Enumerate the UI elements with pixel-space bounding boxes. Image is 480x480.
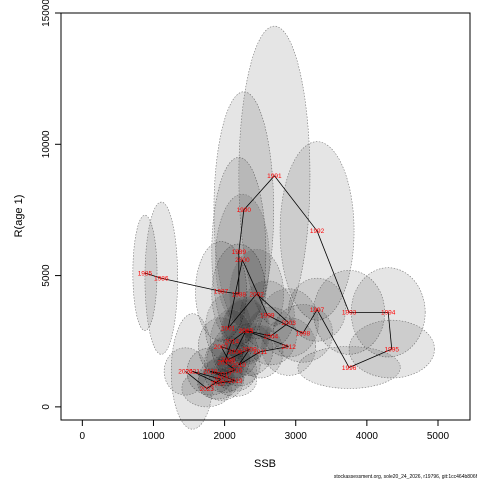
trajectory-segment-2008-2009: [227, 348, 250, 360]
footnote: stockassessment.org, sole20_24_2026, r19…: [334, 474, 478, 480]
year-label-2017: 2017: [217, 371, 232, 378]
year-label-2003: 2003: [281, 320, 296, 327]
year-label-2009: 2009: [242, 346, 257, 353]
trajectory-segment-1987-1988: [220, 290, 239, 295]
year-label-1994: 1994: [381, 310, 396, 317]
trajectory-segment-2018-2019: [210, 371, 236, 381]
year-label-1988: 1988: [232, 291, 247, 298]
year-label-1999: 1999: [260, 312, 275, 319]
trajectory-segment-2007-2008: [220, 346, 229, 360]
trajectory-segment-2014-2015: [224, 341, 233, 363]
trajectory-segment-1997-1998: [302, 309, 318, 334]
trajectory-segment-1990-1991: [243, 175, 275, 211]
trajectory-segment-1991-1992: [274, 175, 318, 232]
trajectory-segment-1985-1986: [144, 272, 162, 279]
x-tick-label-3000: 3000: [285, 431, 308, 442]
trajectory-segment-1995-1996: [348, 348, 392, 368]
trajectory-segment-2015-2016: [224, 361, 236, 371]
trajectory-segment-2023-2024: [185, 371, 208, 389]
trajectory-segment-2022-2023: [206, 378, 222, 389]
trajectory-segment-2003-2004: [270, 322, 289, 337]
x-tick-label-0: 0: [80, 431, 86, 442]
year-label-2014: 2014: [224, 339, 239, 346]
trajectory-segment-1986-1987: [161, 277, 222, 292]
year-label-1992: 1992: [310, 228, 325, 235]
trajectory-segment-2017-2018: [210, 371, 225, 375]
trajectory-line-group: [144, 175, 393, 389]
year-label-2000: 2000: [235, 257, 250, 264]
year-label-2008: 2008: [221, 357, 236, 364]
year-label-2001: 2001: [221, 325, 236, 332]
y-tick-label-15000: 15000: [41, 0, 52, 27]
y-tick-label-10000: 10000: [41, 130, 52, 158]
year-label-2007: 2007: [214, 344, 229, 351]
trajectory-segment-1996-1997: [316, 309, 350, 368]
year-label-2006: 2006: [228, 349, 243, 356]
year-label-2005: 2005: [239, 328, 254, 335]
year-label-2020: 2020: [210, 381, 225, 388]
year-label-1996: 1996: [342, 365, 357, 372]
trajectory-segment-2005-2006: [234, 330, 247, 352]
year-label-1998: 1998: [296, 331, 311, 338]
x-axis-title: SSB: [254, 458, 276, 470]
trajectory-segment-1999-2000: [242, 259, 268, 316]
year-label-2015: 2015: [217, 360, 232, 367]
trajectory-segment-2004-2005: [245, 330, 271, 337]
year-label-2023: 2023: [200, 386, 215, 393]
trajectory-segment-2013-2014: [231, 330, 247, 342]
year-label-1986: 1986: [154, 276, 169, 283]
trajectory-segment-2009-2010: [238, 348, 250, 366]
year-label-2018: 2018: [203, 369, 218, 376]
x-tick-label-1000: 1000: [142, 431, 165, 442]
trajectory-segment-2012-2013: [245, 330, 289, 347]
x-tick-label-5000: 5000: [427, 431, 450, 442]
trajectory-segment-1994-1995: [387, 312, 393, 350]
year-label-1995: 1995: [385, 346, 400, 353]
trajectory-segment-1989-1990: [238, 209, 245, 252]
trajectory-segment-1998-1999: [267, 314, 304, 334]
trajectory-segment-2006-2007: [220, 346, 236, 353]
year-label-2013: 2013: [239, 328, 254, 335]
year-label-2021: 2021: [185, 369, 200, 376]
y-tick-label-0: 0: [41, 404, 52, 410]
year-label-1997: 1997: [310, 307, 325, 314]
trajectory-segment-2011-2012: [260, 346, 289, 353]
y-axis: 0 5000 10000 15000: [41, 0, 62, 410]
trajectory-segment-2001-2002: [227, 293, 257, 329]
trajectory-segment-2002-2003: [256, 293, 289, 324]
y-axis-title: R(age 1): [13, 195, 25, 238]
year-label-2016: 2016: [228, 367, 243, 374]
year-label-2004: 2004: [264, 333, 279, 340]
trajectory-segment-2010-2011: [238, 351, 261, 366]
year-label-2019: 2019: [228, 378, 243, 385]
year-label-1993: 1993: [342, 310, 357, 317]
x-tick-label-4000: 4000: [356, 431, 379, 442]
year-label-2011: 2011: [253, 349, 267, 356]
x-axis: 0 1000 2000 3000 4000 5000: [80, 419, 450, 442]
trajectory-segment-2019-2020: [217, 380, 236, 384]
year-label-1987: 1987: [214, 289, 229, 296]
y-tick-label-5000: 5000: [41, 264, 52, 287]
year-label-1989: 1989: [232, 249, 247, 256]
year-label-2012: 2012: [281, 344, 296, 351]
trajectory-segment-2000-2001: [227, 259, 243, 329]
x-tick-label-2000: 2000: [213, 431, 236, 442]
trajectory-segment-2020-2021: [192, 371, 218, 384]
year-label-2024: 2024: [178, 369, 193, 376]
year-label-2002: 2002: [249, 291, 264, 298]
year-label-1990: 1990: [237, 207, 252, 214]
year-label-2010: 2010: [232, 362, 247, 369]
trajectory-segment-1992-1993: [316, 230, 350, 313]
trajectory-segment-2016-2017: [224, 369, 236, 375]
year-label-2022: 2022: [214, 377, 229, 384]
trajectory-segment-2021-2022: [192, 371, 222, 380]
year-label-1985: 1985: [138, 270, 153, 277]
year-label-1991: 1991: [267, 173, 282, 180]
